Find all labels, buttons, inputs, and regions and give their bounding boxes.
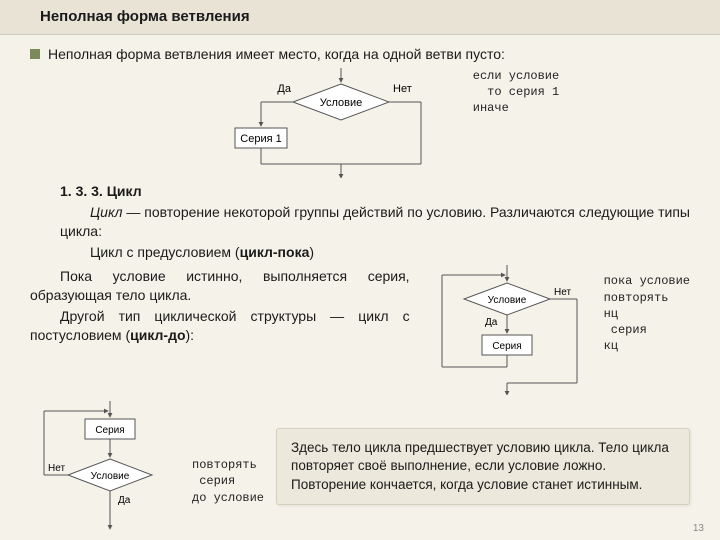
cycle-def: Цикл — повторение некоторой группы дейст… bbox=[60, 203, 690, 241]
content-area: Неполная форма ветвления имеет место, ко… bbox=[0, 35, 720, 531]
until-net: Нет bbox=[48, 463, 65, 474]
while-p1: Пока условие истинно, выполняется серия,… bbox=[30, 267, 410, 305]
until-diagram: Серия Условие Нет Да bbox=[30, 401, 180, 531]
while-text: Пока условие истинно, выполняется серия,… bbox=[30, 265, 410, 347]
while-pseudo: пока условие повторять нц серия кц bbox=[604, 273, 690, 354]
while-p2: Другой тип циклической структуры — цикл … bbox=[30, 307, 410, 345]
bullet-icon bbox=[30, 49, 40, 59]
callout-box: Здесь тело цикла предшествует условию ци… bbox=[276, 428, 690, 505]
branch-row: Условие Да Нет Серия 1 если условие то с… bbox=[90, 68, 690, 178]
while-p2-lead: Другой тип циклической структуры — цикл … bbox=[30, 308, 410, 343]
series-label: Серия 1 bbox=[240, 133, 281, 145]
intro-text: Неполная форма ветвления имеет место, ко… bbox=[48, 45, 690, 64]
cycle-def-rest: — повторение некоторой группы действий п… bbox=[60, 204, 690, 239]
cycle-pre: Цикл с предусловием (цикл-пока) bbox=[60, 243, 690, 262]
while-cond: Условие bbox=[487, 295, 526, 306]
cycle-pre-lead: Цикл с предусловием ( bbox=[90, 244, 240, 260]
until-da: Да bbox=[118, 495, 131, 506]
while-p2-bold: цикл-до bbox=[130, 327, 185, 343]
cycle-block: 1. 3. 3. Цикл Цикл — повторение некоторо… bbox=[60, 182, 690, 262]
page-title: Неполная форма ветвления bbox=[40, 8, 250, 25]
net-label: Нет bbox=[393, 83, 412, 95]
header-bar: Неполная форма ветвления bbox=[0, 0, 720, 35]
while-p2-tail: ): bbox=[186, 327, 195, 343]
until-cond: Условие bbox=[91, 471, 130, 482]
until-row: Серия Условие Нет Да повторять серия до … bbox=[30, 401, 690, 531]
while-net: Нет bbox=[554, 287, 571, 298]
until-series: Серия bbox=[95, 425, 124, 436]
until-pseudo: повторять серия до условие bbox=[192, 457, 264, 506]
da-label: Да bbox=[277, 83, 291, 95]
cycle-pre-bold: цикл-пока bbox=[240, 244, 310, 260]
cond-label: Условие bbox=[320, 97, 363, 109]
while-diagram: Условие Да Нет Серия bbox=[422, 265, 592, 395]
while-da: Да bbox=[485, 317, 498, 328]
branch-diagram: Условие Да Нет Серия 1 bbox=[221, 68, 461, 178]
cycle-pre-tail: ) bbox=[309, 244, 314, 260]
page-number: 13 bbox=[693, 523, 704, 534]
intro-row: Неполная форма ветвления имеет место, ко… bbox=[30, 45, 690, 64]
while-series: Серия bbox=[492, 341, 521, 352]
cycle-def-lead: Цикл bbox=[90, 204, 122, 220]
branch-pseudo: если условие то серия 1 иначе bbox=[473, 68, 559, 117]
while-row: Пока условие истинно, выполняется серия,… bbox=[30, 265, 690, 395]
cycle-num: 1. 3. 3. Цикл bbox=[60, 183, 142, 199]
